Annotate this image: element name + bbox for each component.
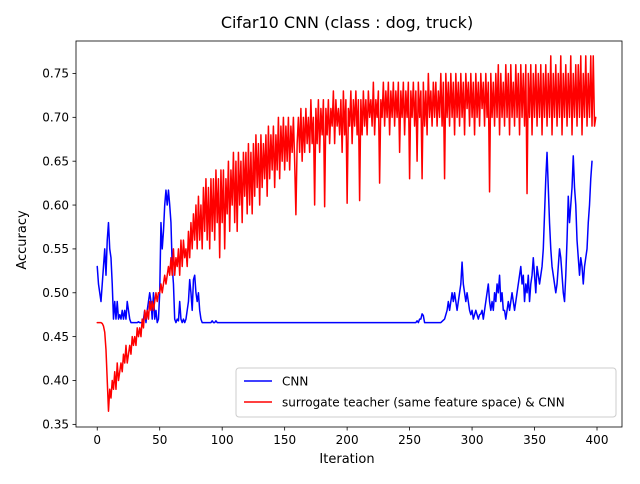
x-tick-label: 350 — [523, 433, 546, 447]
y-tick-label: 0.35 — [42, 418, 69, 432]
x-tick-label: 150 — [273, 433, 296, 447]
series-line-surrogate-teacher — [96, 55, 597, 412]
x-tick-label: 200 — [336, 433, 359, 447]
legend-box — [235, 367, 617, 418]
x-axis-label: Iteration — [319, 452, 374, 467]
x-tick-label: 50 — [152, 433, 167, 447]
y-tick-label: 0.45 — [42, 330, 69, 344]
y-tick-label: 0.55 — [42, 242, 69, 256]
x-tick-label: 0 — [93, 433, 101, 447]
x-tick-label: 400 — [586, 433, 609, 447]
y-tick-label: 0.60 — [42, 198, 69, 212]
y-axis-label: Accuracy — [15, 210, 30, 270]
legend: CNN surrogate teacher (same feature space… — [235, 367, 617, 418]
y-tick-label: 0.70 — [42, 111, 69, 125]
plot-area: 0 50 100 150 200 250 300 350 400 0.35 0.40 0.45 0.50… — [42, 40, 623, 447]
y-tick-label: 0.40 — [42, 374, 69, 388]
x-tick-label: 100 — [211, 433, 234, 447]
legend-label: CNN — [282, 375, 308, 389]
legend-label: surrogate teacher (same feature space) &… — [282, 396, 565, 410]
axes-frame — [75, 40, 623, 428]
series-line-cnn — [96, 151, 593, 324]
y-tick-label: 0.75 — [42, 67, 69, 81]
y-tick-label: 0.50 — [42, 286, 69, 300]
y-tick-label: 0.65 — [42, 154, 69, 168]
x-tick-label: 300 — [461, 433, 484, 447]
chart-title: Cifar10 CNN (class : dog, truck) — [221, 13, 473, 32]
x-tick-label: 250 — [398, 433, 421, 447]
